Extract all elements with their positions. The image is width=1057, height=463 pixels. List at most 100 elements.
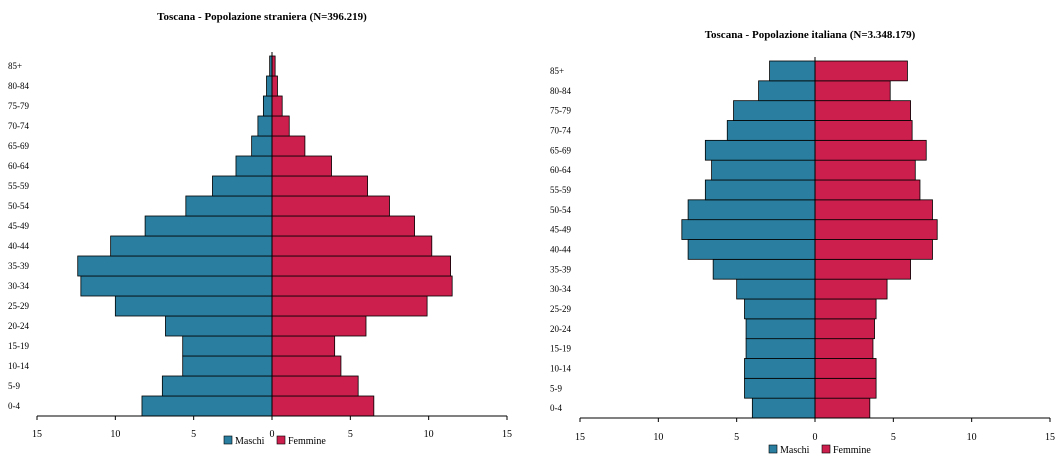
legend-swatch-maschi <box>223 435 233 445</box>
bar-maschi-40-44 <box>687 239 816 260</box>
bar-maschi-45-49 <box>144 215 273 237</box>
age-label: 20-24 <box>550 324 571 334</box>
age-label: 5-9 <box>550 383 562 393</box>
bar-maschi-20-24 <box>745 318 816 340</box>
age-label: 35-39 <box>550 264 571 274</box>
x-tick-label: 15 <box>32 429 42 440</box>
bar-maschi-75-79 <box>733 100 816 121</box>
bar-femmine-15-19 <box>271 335 336 357</box>
x-tick-label: 0 <box>813 432 818 443</box>
legend-swatch-maschi <box>768 444 778 454</box>
age-label: 65-69 <box>550 145 571 155</box>
age-label: 55-59 <box>8 181 29 191</box>
bar-maschi-50-54 <box>185 195 273 217</box>
bar-femmine-75-79 <box>271 95 283 117</box>
bar-maschi-30-34 <box>80 275 273 297</box>
chart-italian-population: Toscana - Popolazione italiana (N=3.348.… <box>528 0 1057 463</box>
x-tick-label: 10 <box>424 429 434 440</box>
bar-maschi-60-64 <box>235 155 273 177</box>
age-label: 70-74 <box>550 125 571 135</box>
x-tick-label: 10 <box>110 429 120 440</box>
age-label: 85+ <box>550 66 564 76</box>
bar-femmine-65-69 <box>271 135 306 157</box>
legend-label-femmine: Femmine <box>833 445 871 456</box>
age-label: 5-9 <box>8 381 20 391</box>
bar-maschi-15-19 <box>182 335 273 357</box>
age-label: 0-4 <box>8 401 20 411</box>
age-label: 55-59 <box>550 185 571 195</box>
chart-title: Toscana - Popolazione straniera (N=396.2… <box>157 11 367 23</box>
legend-swatch-femmine <box>276 435 286 445</box>
bar-femmine-30-34 <box>814 278 888 300</box>
age-label: 75-79 <box>550 106 571 116</box>
bar-femmine-80-84 <box>271 75 278 97</box>
bar-femmine-0-4 <box>814 397 871 419</box>
age-label: 25-29 <box>8 301 29 311</box>
bar-femmine-45-49 <box>271 215 415 237</box>
chart-title: Toscana - Popolazione italiana (N=3.348.… <box>705 29 916 41</box>
age-label: 30-34 <box>550 284 571 294</box>
bar-femmine-25-29 <box>814 298 877 320</box>
legend-label-femmine: Femmine <box>288 436 326 447</box>
bar-maschi-35-39 <box>77 255 273 277</box>
bar-maschi-20-24 <box>165 315 273 337</box>
bar-femmine-30-34 <box>271 275 453 297</box>
bar-maschi-85+ <box>769 60 816 82</box>
age-label: 15-19 <box>550 344 571 354</box>
age-label: 10-14 <box>550 363 571 373</box>
age-label: 80-84 <box>550 86 571 96</box>
bar-femmine-55-59 <box>271 175 368 197</box>
age-label: 50-54 <box>8 201 29 211</box>
bar-femmine-15-19 <box>814 338 874 359</box>
bar-maschi-45-49 <box>681 219 816 240</box>
age-label: 40-44 <box>8 241 29 251</box>
bar-femmine-75-79 <box>814 100 911 121</box>
bar-maschi-25-29 <box>114 295 273 317</box>
bar-maschi-70-74 <box>257 115 273 137</box>
age-label: 25-29 <box>550 304 571 314</box>
x-tick-label: 5 <box>191 429 196 440</box>
bar-maschi-5-9 <box>161 375 273 397</box>
x-tick-label: 15 <box>1045 432 1055 443</box>
bar-maschi-80-84 <box>266 75 273 97</box>
bar-femmine-10-14 <box>271 355 342 377</box>
age-label: 45-49 <box>8 221 29 231</box>
bar-femmine-50-54 <box>271 195 390 217</box>
age-label: 15-19 <box>8 341 29 351</box>
bar-femmine-55-59 <box>814 179 921 201</box>
bar-maschi-50-54 <box>687 199 816 221</box>
bar-femmine-5-9 <box>814 377 877 399</box>
bar-maschi-65-69 <box>251 135 273 157</box>
x-tick-label: 15 <box>575 432 585 443</box>
age-label: 65-69 <box>8 141 29 151</box>
bar-femmine-5-9 <box>271 375 359 397</box>
bar-maschi-55-59 <box>704 179 816 201</box>
bar-femmine-60-64 <box>271 155 332 177</box>
bar-femmine-20-24 <box>271 315 367 337</box>
bar-femmine-35-39 <box>271 255 452 277</box>
bar-femmine-80-84 <box>814 80 891 102</box>
bar-maschi-0-4 <box>141 395 273 417</box>
bar-femmine-40-44 <box>271 235 433 257</box>
bar-femmine-20-24 <box>814 318 875 340</box>
bar-femmine-50-54 <box>814 199 933 221</box>
bar-maschi-15-19 <box>745 338 816 359</box>
bar-maschi-70-74 <box>726 120 816 141</box>
age-label: 70-74 <box>8 121 29 131</box>
age-label: 10-14 <box>8 361 29 371</box>
bar-femmine-45-49 <box>814 219 938 240</box>
bar-femmine-0-4 <box>271 395 375 417</box>
age-label: 0-4 <box>550 403 562 413</box>
legend-swatch-femmine <box>821 444 831 454</box>
age-label: 80-84 <box>8 81 29 91</box>
pyramid-chart-italian: Toscana - Popolazione italiana (N=3.348.… <box>550 29 1055 456</box>
x-tick-label: 10 <box>653 432 663 443</box>
bar-femmine-40-44 <box>814 239 933 260</box>
bar-maschi-5-9 <box>744 377 816 399</box>
bar-femmine-70-74 <box>271 115 290 137</box>
bar-femmine-85+ <box>814 60 908 82</box>
bar-maschi-30-34 <box>736 278 816 300</box>
age-label: 60-64 <box>8 161 29 171</box>
bar-femmine-10-14 <box>814 358 877 379</box>
legend-label-maschi: Maschi <box>235 436 265 447</box>
